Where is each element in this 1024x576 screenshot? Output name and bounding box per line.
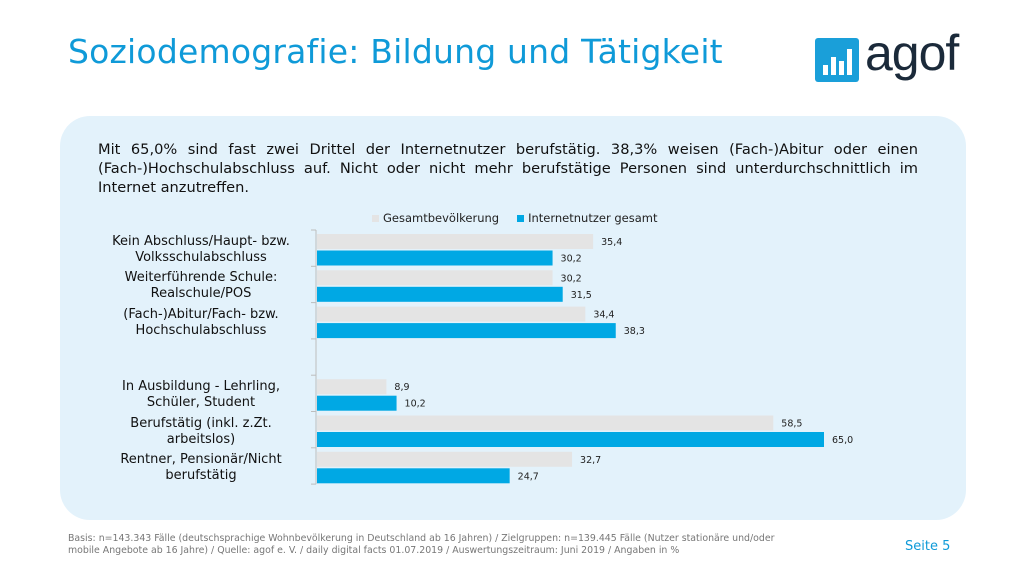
chart-legend: Gesamtbevölkerung Internetnutzer gesamt [372,211,657,225]
category-label: In Ausbildung - Lehrling, Schüler, Stude… [122,379,280,411]
bar-internet [317,432,824,447]
category-label: (Fach-)Abitur/Fach- bzw. Hochschulabschl… [123,306,279,338]
legend-swatch-internet [517,214,525,222]
legend-item-gesamt: Gesamtbevölkerung [372,211,499,225]
category-label: Rentner, Pensionär/Nicht berufstätig [120,451,282,483]
data-label: 34,4 [593,310,614,321]
page-number: Seite 5 [905,539,951,554]
legend-item-internet: Internetnutzer gesamt [517,211,657,225]
category-label: Kein Abschluss/Haupt- bzw. Volksschulabs… [112,234,290,265]
logo-text: agof [865,25,959,81]
footer-source: Basis: n=143.343 Fälle (deutschsprachige… [68,533,775,556]
data-label: 38,3 [624,326,645,337]
category-label: Berufstätig (inkl. z.Zt. arbeitslos) [130,415,272,447]
bar-gesamt [317,270,553,286]
bar-internet [317,250,553,266]
data-label: 30,2 [561,254,582,265]
bar-gesamt [317,306,586,322]
data-label: 10,2 [405,399,426,410]
bar-internet [317,468,510,484]
legend-swatch-gesamt [372,214,379,222]
bar-gesamt [317,379,387,395]
bar-internet [317,323,616,339]
bar-gesamt [317,451,573,467]
category-label: Weiterführende Schule: Realschule/POS [124,270,278,302]
logo-bars-icon [815,38,859,82]
data-label: 58,5 [781,419,802,430]
data-label: 65,0 [832,435,853,446]
data-label: 8,9 [394,382,409,393]
data-label: 35,4 [601,237,622,248]
page-title: Soziodemografie: Bildung und Tätigkeit [68,32,723,71]
data-label: 32,7 [580,455,601,466]
legend-label-internet: Internetnutzer gesamt [528,211,658,225]
bar-gesamt [317,234,594,249]
intro-text: Mit 65,0% sind fast zwei Drittel der Int… [98,141,918,196]
agof-logo: agof [815,25,965,86]
legend-label-gesamt: Gesamtbevölkerung [383,211,500,225]
bar-gesamt [317,415,774,431]
bar-internet [317,395,397,411]
bar-internet [317,286,563,302]
data-label: 24,7 [518,471,539,482]
data-label: 30,2 [561,273,582,284]
data-label: 31,5 [571,290,592,301]
